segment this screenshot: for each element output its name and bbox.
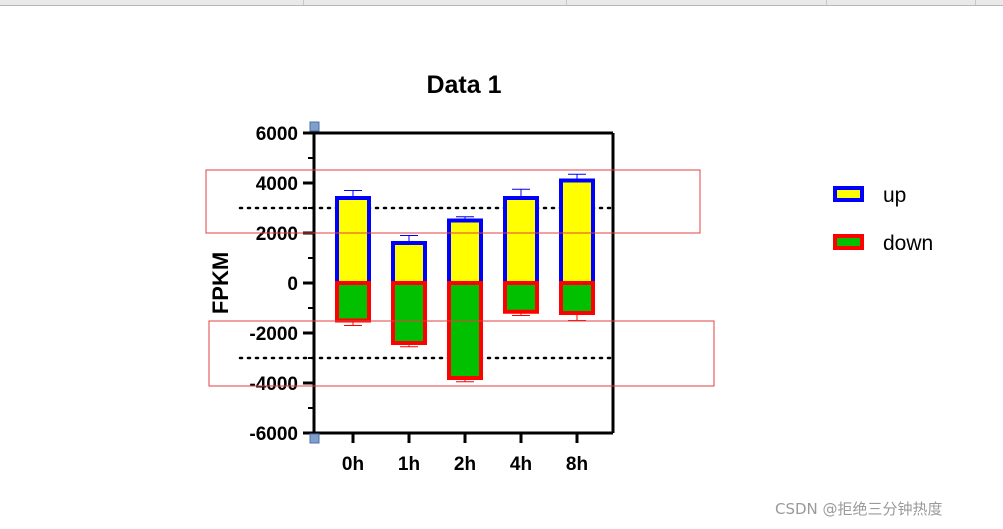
legend-swatch-up xyxy=(833,186,864,202)
x-tick-labels: 0h 1h 2h 4h 8h xyxy=(342,433,588,475)
resize-handle-top[interactable] xyxy=(309,121,320,132)
y-tick-label-4000: 4000 xyxy=(256,174,298,195)
legend-label-up: up xyxy=(883,184,906,207)
highlight-box-lower xyxy=(208,320,715,387)
reference-lines xyxy=(238,206,615,360)
legend: up down xyxy=(833,184,933,255)
x-tick-label-1h: 1h xyxy=(398,454,420,475)
x-tick-label-2h: 2h xyxy=(454,454,476,475)
bar-down-1h xyxy=(391,281,427,345)
bar-down-8h xyxy=(559,281,595,315)
bar-up-8h xyxy=(559,178,595,285)
window-top-border xyxy=(0,0,1003,6)
y-axis-label: FPKM xyxy=(208,252,233,314)
x-tick-label-4h: 4h xyxy=(510,454,532,475)
y-tick-label--2000: -2000 xyxy=(249,324,298,345)
y-tick-label-2000: 2000 xyxy=(256,224,298,245)
bar-up-1h xyxy=(391,241,427,285)
highlight-box-upper xyxy=(205,169,701,234)
bar-up-2h xyxy=(447,218,483,285)
resize-handle-bottom[interactable] xyxy=(309,433,320,444)
legend-swatch-down xyxy=(833,234,864,250)
x-tick-label-0h: 0h xyxy=(342,454,364,475)
bar-down-2h xyxy=(447,281,483,380)
y-tick-label--4000: -4000 xyxy=(249,374,298,395)
x-tick-label-8h: 8h xyxy=(566,454,588,475)
bar-up-4h xyxy=(503,196,539,285)
bar-up-0h xyxy=(335,196,371,285)
legend-label-down: down xyxy=(883,232,933,255)
bar-down-4h xyxy=(503,281,539,314)
bar-down-0h xyxy=(335,281,371,323)
y-ticks: 6000 4000 2000 0 -2000 -4000 -6000 xyxy=(249,124,314,445)
chart-title: Data 1 xyxy=(426,71,501,99)
y-tick-label-0: 0 xyxy=(287,274,298,295)
bars xyxy=(335,178,595,380)
watermark: CSDN @拒绝三分钟热度 xyxy=(775,500,943,518)
y-tick-label-6000: 6000 xyxy=(256,124,298,145)
y-tick-label--6000: -6000 xyxy=(249,424,298,445)
